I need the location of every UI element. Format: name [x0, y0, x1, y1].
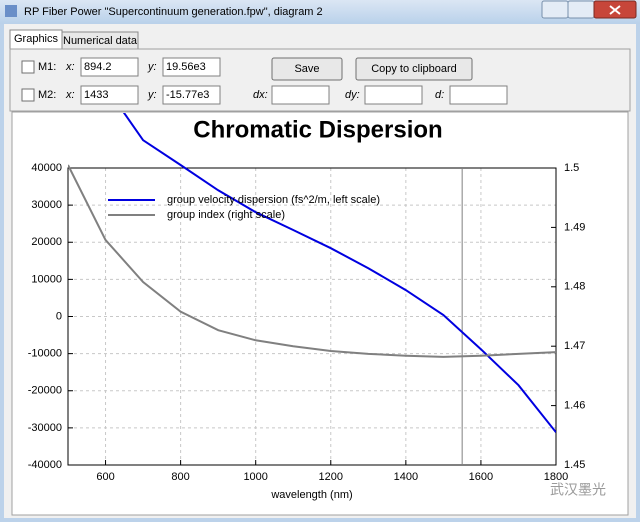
text-field[interactable] — [364, 85, 423, 105]
plot-area — [68, 113, 556, 433]
marker-label: M1: — [38, 61, 56, 73]
y-tick-label: -40000 — [28, 459, 62, 471]
save-button[interactable] — [271, 57, 343, 81]
checkbox[interactable] — [21, 60, 35, 74]
field-value: 894.2 — [84, 61, 112, 73]
x-tick-label: 600 — [96, 471, 114, 483]
text-field[interactable] — [449, 85, 508, 105]
button-label: Save — [294, 63, 319, 75]
chart-title: Chromatic Dispersion — [193, 116, 442, 143]
button-label: Copy to clipboard — [371, 63, 457, 75]
y2-tick-label: 1.48 — [564, 281, 585, 293]
delta-label: dx: — [253, 89, 268, 101]
y2-tick-label: 1.5 — [564, 162, 579, 174]
x-tick-label: 1800 — [544, 471, 568, 483]
x-tick-label: 1200 — [319, 471, 343, 483]
legend-label: group index (right scale) — [167, 209, 285, 221]
y-tick-label: -20000 — [28, 385, 62, 397]
chart-panel — [11, 111, 629, 516]
y-tick-label: 20000 — [31, 236, 62, 248]
field-label: y: — [147, 89, 157, 101]
y2-tick-label: 1.45 — [564, 459, 585, 471]
text-field[interactable] — [80, 57, 139, 77]
copy-button[interactable] — [355, 57, 473, 81]
plot-frame — [67, 167, 557, 466]
maximize-button[interactable] — [567, 0, 595, 19]
text-field[interactable] — [80, 85, 139, 105]
tab-label: Graphics — [14, 33, 59, 45]
delta-label: d: — [435, 89, 444, 101]
marker-label: M2: — [38, 89, 56, 101]
field-label: y: — [147, 61, 157, 73]
field-value: -15.77e3 — [166, 89, 209, 101]
field-label: x: — [65, 61, 75, 73]
y-tick-label: 10000 — [31, 273, 62, 285]
y-tick-label: 0 — [56, 310, 62, 322]
text-field[interactable] — [162, 57, 221, 77]
checkbox[interactable] — [21, 88, 35, 102]
series-line — [122, 113, 556, 433]
close-icon — [609, 5, 621, 15]
minimize-button[interactable] — [541, 0, 569, 19]
legend-label: group velocity dispersion (fs^2/m, left … — [167, 194, 380, 206]
x-tick-label: 800 — [171, 471, 189, 483]
app-icon — [5, 5, 17, 17]
window-title: RP Fiber Power "Supercontinuum generatio… — [24, 6, 323, 18]
y-tick-label: -10000 — [28, 348, 62, 360]
y2-tick-label: 1.49 — [564, 221, 585, 233]
field-label: x: — [65, 89, 75, 101]
text-field[interactable] — [162, 85, 221, 105]
delta-label: dy: — [345, 89, 360, 101]
field-value: 1433 — [84, 89, 108, 101]
y-tick-label: 40000 — [31, 162, 62, 174]
title-bar — [0, 0, 640, 24]
x-tick-label: 1400 — [394, 471, 418, 483]
y-tick-label: 30000 — [31, 199, 62, 211]
y-tick-label: -30000 — [28, 422, 62, 434]
y2-tick-label: 1.46 — [564, 400, 585, 412]
text-field[interactable] — [271, 85, 330, 105]
x-axis-label: wavelength (nm) — [270, 489, 352, 501]
x-tick-label: 1600 — [469, 471, 493, 483]
watermark: 武汉墨光 — [550, 482, 606, 498]
y2-tick-label: 1.47 — [564, 340, 585, 352]
tab-label: Numerical data — [63, 35, 138, 47]
x-tick-label: 1000 — [243, 471, 267, 483]
series-line — [68, 164, 556, 358]
field-value: 19.56e3 — [166, 61, 206, 73]
